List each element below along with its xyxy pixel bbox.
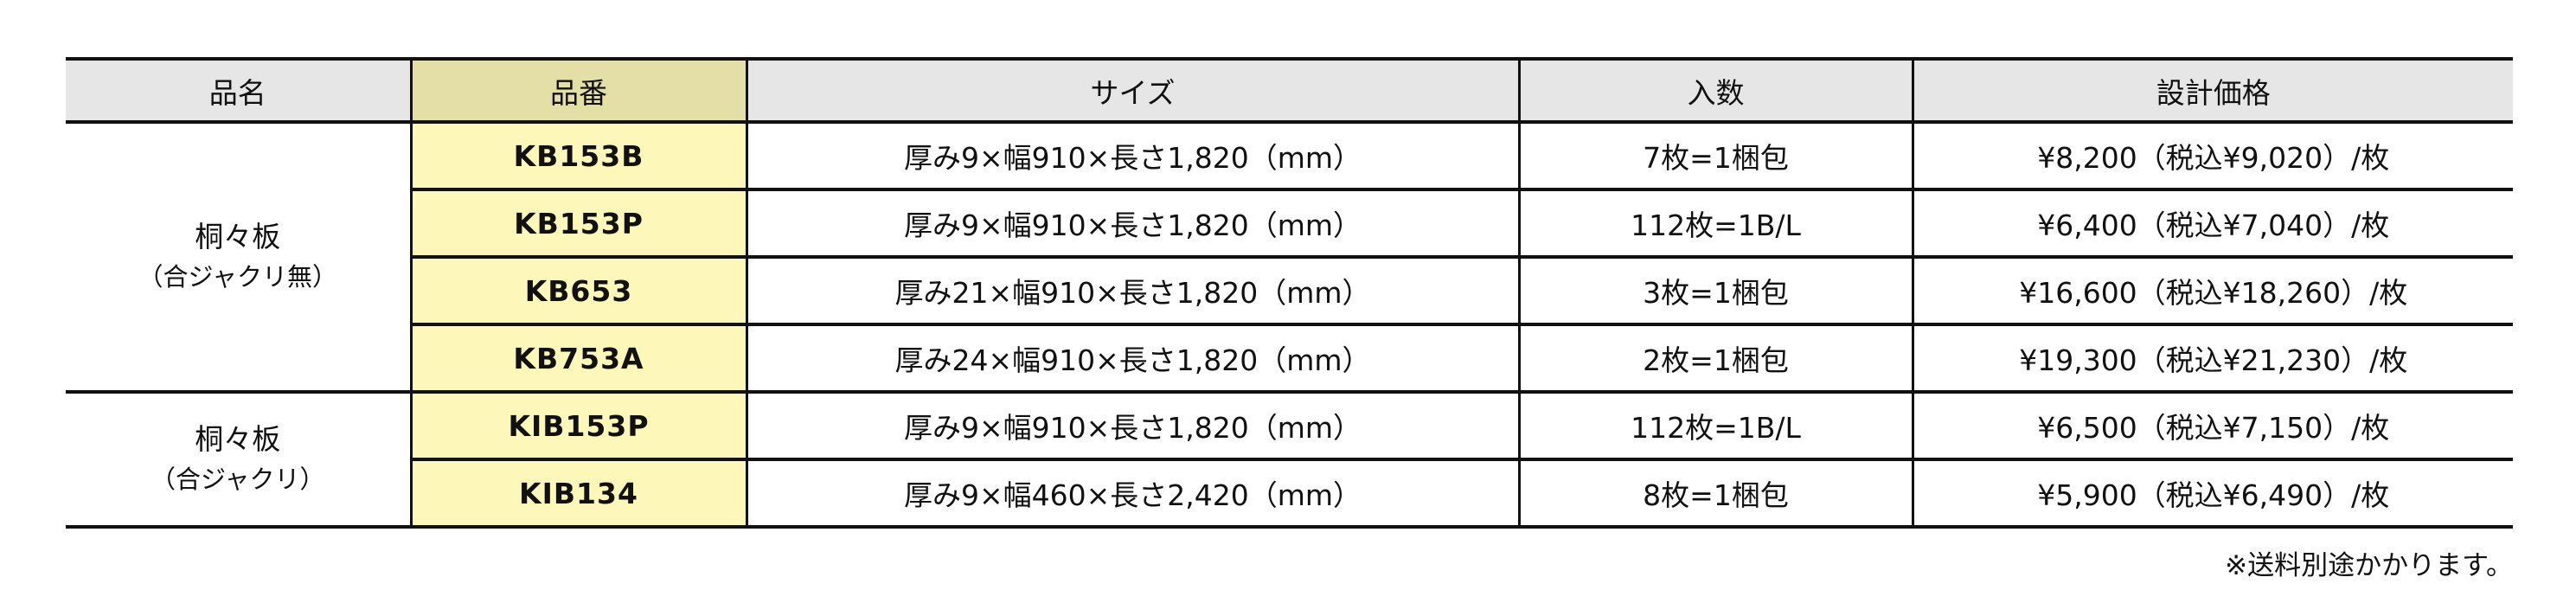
size-cell: 厚み24×幅910×長さ1,820（mm） (745, 323, 1521, 394)
product-variant: （合ジャクリ） (150, 465, 325, 494)
price-cell: ¥19,300（税込¥21,230）/枚 (1911, 323, 2513, 394)
table-row: 桐々板 （合ジャクリ無） KB153B 厚み9×幅910×長さ1,820（mm） … (66, 120, 2513, 394)
quantity-cell: 8枚=1梱包 (1517, 458, 1914, 529)
table-row: KB153P 厚み9×幅910×長さ1,820（mm） 112枚=1B/L ¥6… (66, 188, 2513, 259)
price-cell: ¥6,400（税込¥7,040）/枚 (1911, 188, 2513, 259)
table-row: KIB134 厚み9×幅460×長さ2,420（mm） 8枚=1梱包 ¥5,90… (66, 458, 2513, 529)
product-variant: （合ジャクリ無） (138, 262, 338, 292)
price-cell: ¥16,600（税込¥18,260）/枚 (1911, 255, 2513, 326)
product-name: 桐々板 (195, 422, 281, 456)
header-price: 設計価格 (1911, 57, 2513, 124)
size-cell: 厚み21×幅910×長さ1,820（mm） (745, 255, 1521, 326)
size-cell: 厚み9×幅460×長さ2,420（mm） (745, 458, 1521, 529)
table-row: KB653 厚み21×幅910×長さ1,820（mm） 3枚=1梱包 ¥16,6… (66, 255, 2513, 326)
product-name-cell: 桐々板 （合ジャクリ） (66, 390, 413, 529)
header-code: 品番 (409, 57, 748, 124)
size-cell: 厚み9×幅910×長さ1,820（mm） (745, 188, 1521, 259)
quantity-cell: 112枚=1B/L (1517, 390, 1914, 461)
table-row: KB753A 厚み24×幅910×長さ1,820（mm） 2枚=1梱包 ¥19,… (66, 323, 2513, 394)
product-code: KB153B (409, 120, 748, 191)
price-cell: ¥6,500（税込¥7,150）/枚 (1911, 390, 2513, 461)
quantity-cell: 112枚=1B/L (1517, 188, 1914, 259)
quantity-cell: 7枚=1梱包 (1517, 120, 1914, 191)
size-cell: 厚み9×幅910×長さ1,820（mm） (745, 390, 1521, 461)
quantity-cell: 2枚=1梱包 (1517, 323, 1914, 394)
header-quantity: 入数 (1517, 57, 1914, 124)
product-code: KB753A (411, 323, 748, 394)
price-cell: ¥5,900（税込¥6,490）/枚 (1911, 458, 2513, 529)
size-cell: 厚み9×幅910×長さ1,820（mm） (745, 120, 1521, 191)
price-table: 品名 品番 サイズ 入数 設計価格 桐々板 （合ジャクリ無） KB153B 厚み9… (66, 57, 2513, 529)
header-name: 品名 (66, 57, 413, 124)
header-size: サイズ (745, 57, 1521, 124)
product-code: KIB153P (409, 390, 748, 461)
quantity-cell: 3枚=1梱包 (1517, 255, 1914, 326)
product-code: KIB134 (411, 458, 748, 529)
header-row: 品名 品番 サイズ 入数 設計価格 (66, 57, 2513, 124)
table-row: 桐々板 （合ジャクリ） KIB153P 厚み9×幅910×長さ1,820（mm） … (66, 390, 2513, 529)
product-code: KB153P (411, 188, 748, 259)
product-name: 桐々板 (195, 220, 281, 253)
price-cell: ¥8,200（税込¥9,020）/枚 (1911, 120, 2513, 191)
product-name-cell: 桐々板 （合ジャクリ無） (66, 120, 413, 394)
shipping-footnote: ※送料別途かかります。 (2225, 550, 2513, 581)
product-code: KB653 (411, 255, 748, 326)
